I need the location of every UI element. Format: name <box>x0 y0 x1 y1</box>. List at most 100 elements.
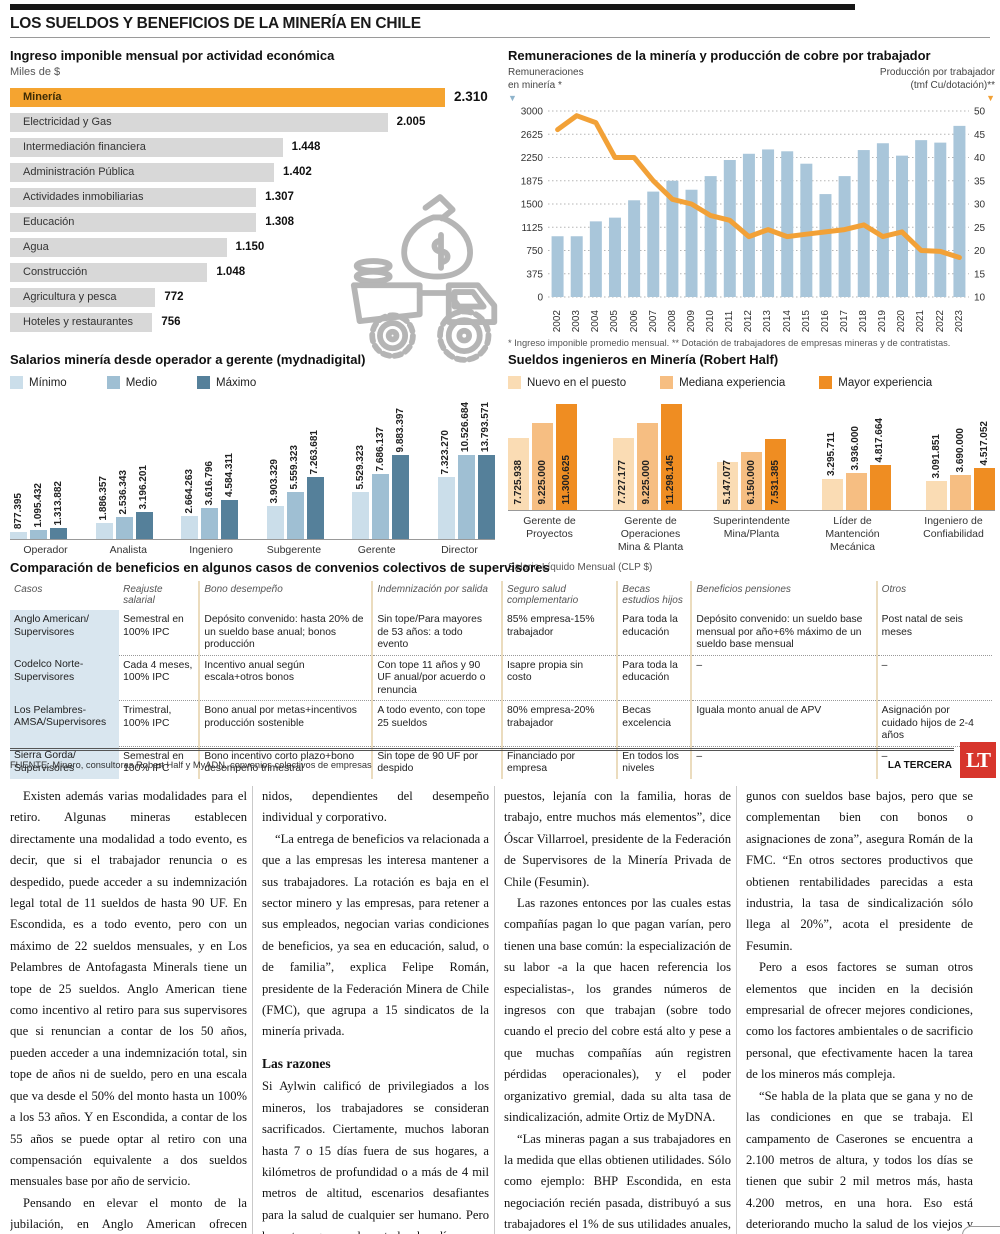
year-tick-label: 2015 <box>800 310 812 333</box>
chart3-title: Salarios minería desde operador a gerent… <box>10 352 366 367</box>
article-body: Existen además varias modalidades para e… <box>10 786 992 1234</box>
table-header-row: Casos Reajuste salarial Bono desempeño Inde… <box>10 581 992 610</box>
bar <box>95 523 113 539</box>
chart1-unit: Miles de $ <box>10 66 61 78</box>
bar-column: 7.531.385 <box>765 402 786 510</box>
bar-group: 3.903.329 5.559.323 7.263.681 <box>266 402 324 539</box>
bar-column: 1.313.882 <box>50 402 67 539</box>
bar-group: 3.091.851 3.690.000 4.517.052 <box>926 402 995 510</box>
la-tercera-logo: LT <box>960 742 996 778</box>
bar-value-label: 3.616.796 <box>203 460 215 506</box>
svg-text:2625: 2625 <box>521 130 544 141</box>
bar-category-label: Actividades inmobiliarias <box>23 191 144 203</box>
bar-column: 7.686.137 <box>372 402 390 539</box>
svg-text:45: 45 <box>974 130 986 141</box>
bar <box>201 508 219 539</box>
bar <box>50 528 67 539</box>
bar-group: 3.295.711 3.936.000 4.817.664 <box>821 402 891 510</box>
chart-ingreso-imponible: Ingreso imponible mensual por actividad … <box>10 48 498 363</box>
table-cell: Incentivo anual según escala+otros bonos <box>198 654 373 701</box>
bar-value-label: 3.196.201 <box>138 464 150 510</box>
article-column-3: puestos, lejanía con la familia, horas d… <box>494 786 731 1234</box>
bar-column: 5.529.323 <box>352 402 370 539</box>
bar-value-label: 1.048 <box>216 266 246 278</box>
remuneracion-bar <box>953 125 966 297</box>
bar-value-label: 9.883.397 <box>394 407 406 453</box>
bar-column: 3.196.201 <box>135 402 153 539</box>
table-cell: Cada 4 meses, 100% IPC <box>119 654 200 701</box>
bar <box>10 188 257 207</box>
svg-text:750: 750 <box>526 246 543 257</box>
bar-category-label: Agricultura y pesca <box>23 291 117 303</box>
table-cell: Semestral en 100% IPC <box>123 614 184 638</box>
article-paragraph: gunos con sueldos base bajos, pero que s… <box>746 789 973 953</box>
legend-label: Nuevo en el puesto <box>527 376 627 389</box>
table-column-header: Casos <box>14 584 43 595</box>
remuneracion-bar <box>570 236 583 297</box>
bar-column: 877.395 <box>10 402 27 539</box>
year-tick-label: 2019 <box>877 310 889 333</box>
remuneracion-bar <box>876 143 889 297</box>
bar-row: Minería 2.310 <box>10 88 495 113</box>
bar-value-label: 5.147.077 <box>721 459 733 505</box>
bar-column: 4.817.664 <box>869 402 891 510</box>
bar-value-label: 3.690.000 <box>954 427 966 473</box>
legend-swatch-icon <box>10 376 23 389</box>
bar: 9.225.000 <box>636 423 658 510</box>
bar-column: 1.095.432 <box>30 402 47 539</box>
bar-column: 6.150.000 <box>741 402 762 510</box>
bar-triplet: 5.147.077 6.150.000 7.531.385 <box>717 402 786 510</box>
legend-item: Nuevo en el puesto <box>508 376 626 389</box>
svg-text:35: 35 <box>974 176 986 187</box>
svg-text:30: 30 <box>974 200 986 211</box>
bar-column: 13.793.571 <box>477 402 495 539</box>
year-tick-label: 2003 <box>571 310 583 333</box>
bar-group-label: Operador <box>23 544 68 556</box>
article-paragraph: “Se habla de la plata que se gana y no d… <box>746 1088 973 1232</box>
chart2-axis-header: Remuneraciones en minería * ▼ Producción… <box>508 67 995 103</box>
year-tick-label: 2005 <box>609 310 621 333</box>
bar-value-label: 4.817.664 <box>874 417 885 463</box>
table-column-header: Reajuste salarial <box>123 584 163 606</box>
bar-triplet: 1.886.357 2.536.343 3.196.201 <box>95 402 153 539</box>
chart1-bars: Minería 2.310 Electricidad y Gas 2.005 Inter… <box>10 88 495 338</box>
table-cell-caso: Codelco Norte- Supervisores <box>10 655 120 701</box>
remuneracion-bar <box>685 189 698 297</box>
legend-swatch-icon <box>819 376 833 389</box>
bar-column: 11.300.625 <box>556 402 577 510</box>
bar-value-label: 2.005 <box>396 116 426 128</box>
table-cell-caso: Sierra Gorda/ Supervisores <box>10 746 120 780</box>
bar <box>266 506 284 539</box>
year-tick-label: 2017 <box>838 310 850 333</box>
bar-value-label: 9.225.000 <box>536 459 548 505</box>
table-cell: Depósito convenido: hasta 20% de un suel… <box>198 610 373 656</box>
chart4-footnote: Salario Líquido Mensual (CLP $) <box>508 562 653 574</box>
year-tick-label: 2023 <box>953 310 965 333</box>
bar-column: 2.536.343 <box>115 402 133 539</box>
year-tick-label: 2016 <box>819 310 831 333</box>
bar-value-label: 5.559.323 <box>289 444 301 490</box>
chart3-legend: Mínimo Medio Máximo <box>10 376 495 389</box>
bar-value-label: 11.300.625 <box>560 454 572 505</box>
table-cell: – <box>690 745 877 780</box>
bar: 7.725.938 <box>508 438 529 510</box>
svg-text:1875: 1875 <box>521 176 544 187</box>
right-axis-marker-icon: ▼ <box>986 93 995 103</box>
svg-text:15: 15 <box>974 269 986 280</box>
remuneracion-bar <box>896 155 909 297</box>
bar-category-label: Intermediación financiera <box>23 141 146 153</box>
bar-value-label: 7.531.385 <box>769 459 781 505</box>
year-tick-label: 2012 <box>743 310 755 333</box>
bar-column: 7.727.177 <box>612 402 634 510</box>
article-column-1: Existen además varias modalidades para e… <box>10 786 247 1234</box>
remuneracion-bar <box>819 194 832 297</box>
svg-text:3000: 3000 <box>521 107 544 118</box>
bar-triplet: 7.323.270 10.526.684 13.793.571 <box>437 402 495 539</box>
table-column-header: Seguro salud complementario <box>500 581 618 610</box>
bar: 5.147.077 <box>717 459 738 510</box>
article-column-4: gunos con sueldos base bajos, pero que s… <box>736 786 973 1234</box>
legend-label: Mayor experiencia <box>838 376 933 389</box>
bar-value-label: 7.725.938 <box>512 459 524 505</box>
page-title: LOS SUELDOS Y BENEFICIOS DE LA MINERÍA E… <box>10 15 421 32</box>
bar-value-label: 3.091.851 <box>930 433 942 479</box>
